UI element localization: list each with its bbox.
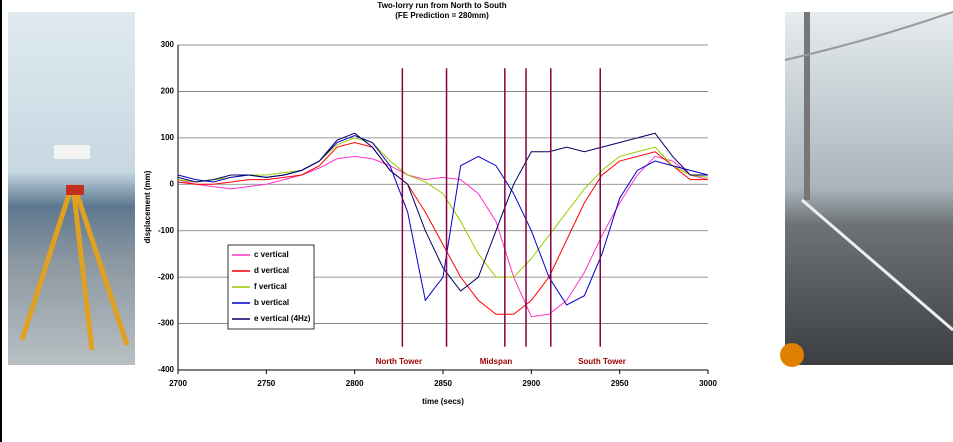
x-tick-label: 2850	[434, 379, 452, 388]
x-tick-label: 2950	[611, 379, 629, 388]
left-photo	[8, 12, 135, 365]
y-tick-label: -300	[158, 319, 175, 328]
legend-label: c vertical	[254, 250, 289, 259]
y-axis-label: displacement (mm)	[143, 170, 152, 243]
x-tick-label: 2900	[522, 379, 540, 388]
legend-label: e vertical (4Hz)	[254, 314, 311, 323]
series-line	[177, 137, 709, 278]
x-tick-label: 2750	[257, 379, 275, 388]
y-tick-label: 0	[170, 179, 175, 188]
y-tick-label: -400	[158, 365, 175, 374]
annotation: South Tower	[578, 357, 626, 366]
x-tick-label: 3000	[699, 379, 717, 388]
legend-label: b vertical	[254, 298, 289, 307]
annotation: North Tower	[376, 357, 423, 366]
series-line	[177, 132, 708, 292]
right-photo	[780, 11, 953, 367]
y-tick-label: -100	[158, 226, 175, 235]
x-tick-label: 2800	[346, 379, 364, 388]
chart-title: Two-lorry run from North to South	[377, 1, 506, 10]
legend-label: d vertical	[254, 266, 289, 275]
series-line	[177, 155, 709, 318]
series-line	[177, 141, 708, 315]
chart-subtitle: (FE Prediction = 280mm)	[395, 11, 489, 20]
x-axis-label: time (secs)	[422, 397, 464, 406]
legend-label: f vertical	[254, 282, 287, 291]
y-tick-label: 100	[161, 133, 175, 142]
x-tick-label: 2700	[169, 379, 187, 388]
y-tick-label: 200	[161, 87, 175, 96]
annotation: Midspan	[480, 357, 513, 366]
y-tick-label: 300	[161, 40, 175, 49]
y-tick-label: -200	[158, 272, 175, 281]
